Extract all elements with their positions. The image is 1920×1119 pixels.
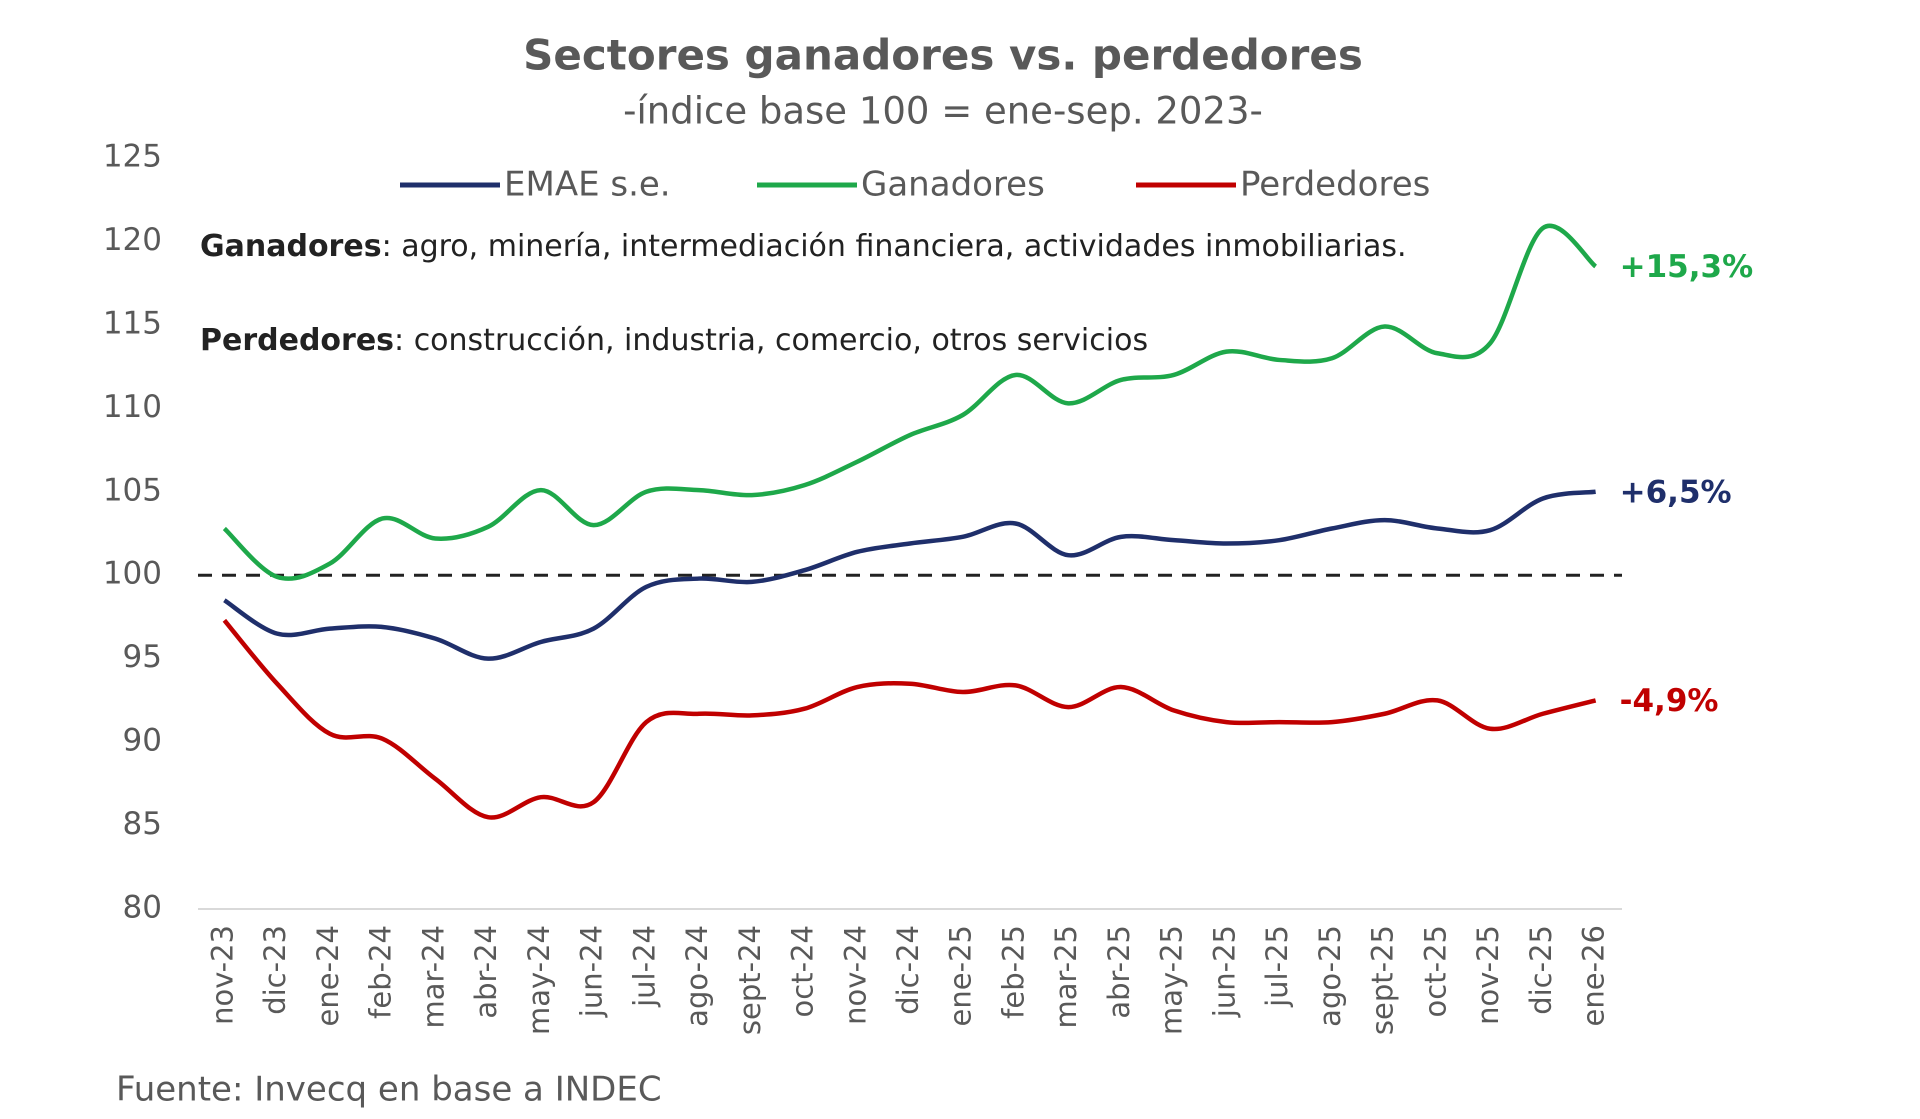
note: Ganadores: agro, minería, intermediación… bbox=[200, 229, 1407, 264]
y-tick-label: 120 bbox=[103, 222, 162, 258]
y-tick-label: 110 bbox=[103, 389, 162, 425]
series-line bbox=[222, 618, 1597, 820]
end-label: +6,5% bbox=[1620, 474, 1732, 510]
note-text: : construcción, industria, comercio, otr… bbox=[394, 323, 1148, 358]
legend-label: Ganadores bbox=[861, 165, 1045, 205]
x-tick-label: dic-23 bbox=[258, 925, 292, 1015]
y-tick-label: 125 bbox=[103, 139, 162, 175]
x-tick-label: jun-25 bbox=[1207, 925, 1241, 1018]
chart-title: Sectores ganadores vs. perdedores bbox=[523, 31, 1363, 80]
note: Perdedores: construcción, industria, com… bbox=[200, 323, 1148, 358]
x-tick-label: feb-24 bbox=[364, 925, 398, 1019]
x-tick-label: abr-25 bbox=[1102, 925, 1136, 1019]
x-tick-label: feb-25 bbox=[996, 925, 1030, 1019]
y-tick-label: 100 bbox=[103, 556, 162, 592]
end-label: -4,9% bbox=[1620, 683, 1719, 719]
x-tick-label: sept-24 bbox=[733, 925, 767, 1035]
legend-label: Perdedores bbox=[1240, 165, 1430, 205]
source: Fuente: Invecq en base a INDEC bbox=[116, 1070, 662, 1110]
x-tick-label: ago-24 bbox=[680, 925, 714, 1027]
x-tick-label: may-25 bbox=[1155, 925, 1189, 1035]
y-tick-label: 85 bbox=[123, 806, 162, 842]
x-tick-label: jun-24 bbox=[575, 925, 609, 1018]
x-tick-label: nov-23 bbox=[205, 925, 239, 1025]
x-tick-label: abr-24 bbox=[469, 925, 503, 1019]
x-tick-label: jul-24 bbox=[627, 925, 661, 1008]
x-tick-label: ago-25 bbox=[1313, 925, 1347, 1027]
y-tick-label: 90 bbox=[123, 723, 162, 759]
x-tick-label: mar-24 bbox=[416, 925, 450, 1028]
x-tick-label: mar-25 bbox=[1049, 925, 1083, 1028]
x-tick-label: ene-24 bbox=[311, 925, 345, 1026]
x-tick-label: oct-25 bbox=[1418, 925, 1452, 1017]
x-tick-label: dic-24 bbox=[891, 925, 925, 1015]
x-tick-label: may-24 bbox=[522, 925, 556, 1035]
legend-label: EMAE s.e. bbox=[504, 165, 671, 205]
note-text: : agro, minería, intermediación financie… bbox=[382, 229, 1407, 264]
end-label: +15,3% bbox=[1620, 249, 1754, 285]
x-tick-label: sept-25 bbox=[1366, 925, 1400, 1035]
y-tick-label: 95 bbox=[123, 639, 162, 675]
x-tick-label: ene-25 bbox=[944, 925, 978, 1026]
y-tick-label: 105 bbox=[103, 472, 162, 508]
x-tick-label: ene-26 bbox=[1577, 925, 1611, 1026]
x-tick-label: nov-25 bbox=[1471, 925, 1505, 1025]
x-tick-label: oct-24 bbox=[786, 925, 820, 1017]
series-line bbox=[222, 223, 1598, 581]
note-bold: Ganadores bbox=[200, 229, 382, 264]
series-line bbox=[223, 489, 1596, 661]
note-bold: Perdedores bbox=[200, 323, 394, 358]
x-tick-label: dic-25 bbox=[1524, 925, 1558, 1015]
y-tick-label: 115 bbox=[103, 305, 162, 341]
x-tick-label: nov-24 bbox=[838, 925, 872, 1025]
y-tick-label: 80 bbox=[123, 890, 162, 926]
chart-subtitle: -índice base 100 = ene-sep. 2023- bbox=[623, 90, 1263, 133]
x-tick-label: jul-25 bbox=[1260, 925, 1294, 1008]
